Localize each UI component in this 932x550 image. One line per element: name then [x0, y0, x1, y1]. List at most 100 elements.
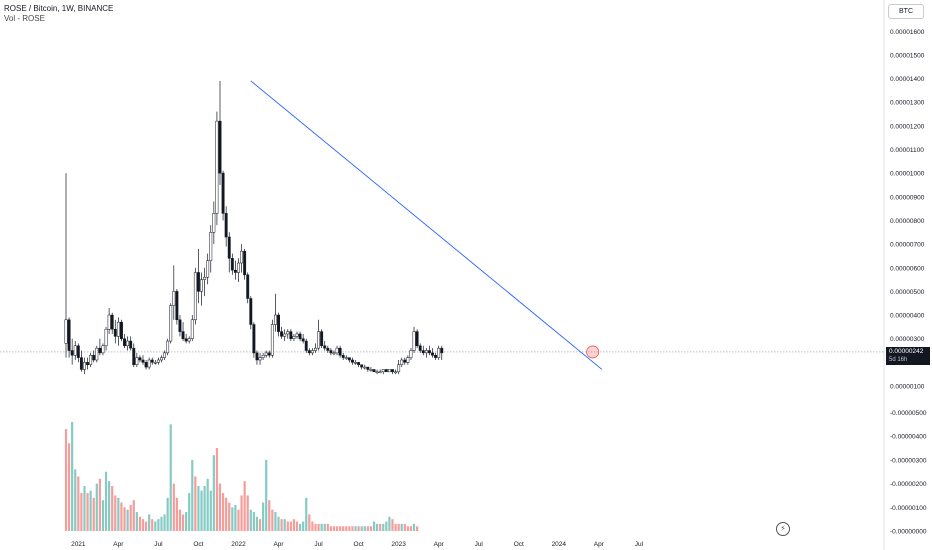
volume-bar [138, 516, 142, 531]
volume-bar [178, 509, 182, 531]
volume-bar [305, 497, 308, 531]
candle [163, 352, 167, 358]
volume-bar [329, 526, 332, 531]
volume-bar [298, 523, 302, 531]
candle [224, 213, 228, 238]
candle [135, 357, 139, 365]
candle [304, 340, 308, 351]
candle [277, 314, 280, 332]
candle [101, 345, 105, 354]
volume-bar [406, 526, 409, 531]
x-tick-label: 2023 [391, 541, 406, 548]
volume-bar [237, 509, 240, 531]
chart-legend: ROSE / Bitcoin, 1W, BINANCE Vol - ROSE [4, 4, 113, 24]
volume-bar [363, 526, 366, 531]
lightning-icon[interactable]: ⚡ [776, 522, 790, 536]
volume-bar [151, 519, 154, 531]
candle [412, 331, 416, 351]
candle [381, 369, 385, 373]
candle [261, 355, 265, 358]
candle [418, 345, 422, 351]
candle [394, 371, 398, 374]
volume-bar [197, 485, 200, 531]
candle [196, 272, 200, 292]
candle [64, 319, 68, 344]
volume-bar [391, 519, 394, 531]
candle [230, 258, 234, 271]
volume-bar [228, 502, 231, 531]
y-tick-label: 0.00000400 [890, 313, 925, 320]
trendline [250, 80, 603, 370]
candle [86, 362, 90, 365]
volume-bar [400, 523, 403, 531]
candle [123, 338, 126, 347]
volume-bar [262, 502, 265, 531]
volume-bar [83, 485, 86, 531]
last-price-badge: 0.00000242 5d 16h [886, 347, 930, 365]
volume-bar [114, 495, 117, 531]
volume-bar [231, 507, 234, 531]
x-tick-label: Apr [594, 541, 605, 548]
volume-bar [409, 526, 413, 531]
candle [335, 347, 339, 354]
volume-bar [123, 507, 126, 531]
candle [378, 371, 382, 374]
candle [92, 355, 96, 361]
candle [104, 328, 108, 347]
volume-bar [342, 526, 345, 531]
volume-bar [354, 526, 357, 531]
candle [341, 355, 345, 358]
symbol-title[interactable]: ROSE / Bitcoin, 1W, BINANCE [4, 4, 114, 13]
candle [116, 321, 120, 337]
candle [431, 352, 434, 356]
candle [400, 359, 404, 365]
volume-bar [108, 481, 111, 531]
volume-bar [163, 514, 166, 531]
candle [126, 340, 130, 347]
volume-bar [95, 483, 98, 531]
candle [427, 350, 431, 354]
volume-bar [104, 471, 108, 531]
candle [314, 347, 317, 351]
candle [437, 347, 441, 358]
volume-bar [144, 521, 148, 531]
volume-indicator-label[interactable]: Vol - ROSE [4, 14, 45, 23]
y-tick-label: 0.00000900 [890, 194, 925, 201]
volume-bar [212, 455, 215, 531]
candle [310, 350, 314, 354]
candle [150, 359, 154, 363]
volume-bar [249, 509, 252, 531]
candle [132, 347, 136, 365]
candle [292, 336, 296, 339]
candle [215, 120, 219, 214]
volume-bar [132, 500, 135, 531]
candle [280, 331, 284, 337]
candle [160, 357, 163, 361]
volume-bar [280, 519, 283, 531]
volume-bar [394, 523, 397, 531]
currency-selector[interactable]: BTC [888, 4, 924, 19]
volume-bar [286, 521, 289, 531]
volume-bar [98, 478, 101, 531]
volume-bar [221, 493, 225, 531]
volume-bar [382, 523, 385, 531]
candle [323, 345, 327, 349]
volume-bar [200, 490, 203, 531]
volume-bar [166, 497, 169, 531]
candle [298, 333, 302, 339]
volume-bar [126, 509, 129, 531]
volume-bar [188, 493, 191, 531]
volume-bar [246, 495, 249, 531]
candle [387, 369, 391, 373]
volume-bar [258, 519, 262, 531]
candle [193, 272, 197, 321]
volume-bar [74, 469, 77, 531]
candle [141, 359, 145, 363]
volume-bar [323, 523, 326, 531]
volume-bar [120, 502, 123, 531]
candle [301, 338, 305, 342]
candle [357, 362, 361, 365]
x-tick-label: 2021 [71, 541, 86, 548]
